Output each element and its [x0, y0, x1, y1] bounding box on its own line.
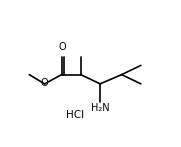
Text: HCl: HCl: [66, 110, 85, 120]
Text: H₂N: H₂N: [91, 103, 110, 113]
Text: O: O: [58, 41, 66, 51]
Text: O: O: [40, 78, 48, 88]
